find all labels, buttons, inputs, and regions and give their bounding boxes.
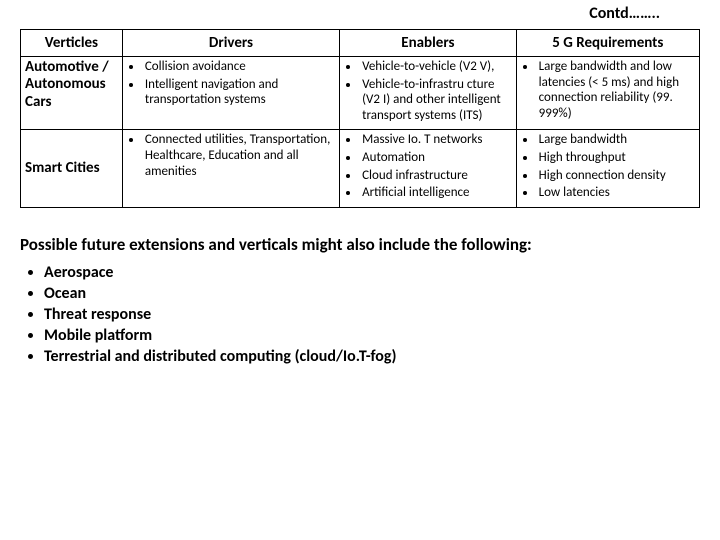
requirements-cell: Large bandwidth High throughput High con… [516, 130, 699, 207]
list-item: Artificial intelligence [360, 185, 512, 201]
list-item: Intelligent navigation and transportatio… [143, 77, 335, 108]
list-item: High connection density [537, 168, 695, 184]
extensions-intro: Possible future extensions and verticals… [20, 234, 700, 255]
slide: Contd…….. Verticles Drivers Enablers 5 G… [0, 0, 720, 540]
requirements-cell: Large bandwidth and low latencies (< 5 m… [516, 57, 699, 130]
list-item: Automation [360, 150, 512, 166]
drivers-cell: Connected utilities, Transportation, Hea… [122, 130, 339, 207]
list-item: Vehicle-to-vehicle (V2 V), [360, 59, 512, 75]
list-item: Cloud infrastructure [360, 168, 512, 184]
drivers-cell: Collision avoidance Intelligent navigati… [122, 57, 339, 130]
vertical-label: Automotive / Autonomous Cars [21, 57, 123, 130]
table-row: Automotive / Autonomous Cars Collision a… [21, 57, 700, 130]
vertical-label: Smart Cities [21, 130, 123, 207]
list-item: Collision avoidance [143, 59, 335, 75]
contd-label: Contd…….. [20, 4, 700, 23]
list-item: Low latencies [537, 185, 695, 201]
table-row: Smart Cities Connected utilities, Transp… [21, 130, 700, 207]
list-item: Mobile platform [44, 326, 700, 345]
list-item: Ocean [44, 284, 700, 303]
th-requirements: 5 G Requirements [516, 30, 699, 57]
th-verticles: Verticles [21, 30, 123, 57]
list-item: Connected utilities, Transportation, Hea… [143, 132, 335, 179]
list-item: Terrestrial and distributed computing (c… [44, 347, 700, 366]
list-item: Threat response [44, 305, 700, 324]
list-item: Large bandwidth and low latencies (< 5 m… [537, 59, 695, 121]
list-item: Massive Io. T networks [360, 132, 512, 148]
verticals-table: Verticles Drivers Enablers 5 G Requireme… [20, 29, 700, 208]
list-item: Vehicle-to-infrastru cture (V2 I) and ot… [360, 77, 512, 124]
list-item: Aerospace [44, 263, 700, 282]
list-item: High throughput [537, 150, 695, 166]
table-header-row: Verticles Drivers Enablers 5 G Requireme… [21, 30, 700, 57]
enablers-cell: Massive Io. T networks Automation Cloud … [340, 130, 517, 207]
extensions-list: Aerospace Ocean Threat response Mobile p… [20, 263, 700, 366]
th-enablers: Enablers [340, 30, 517, 57]
list-item: Large bandwidth [537, 132, 695, 148]
th-drivers: Drivers [122, 30, 339, 57]
enablers-cell: Vehicle-to-vehicle (V2 V), Vehicle-to-in… [340, 57, 517, 130]
